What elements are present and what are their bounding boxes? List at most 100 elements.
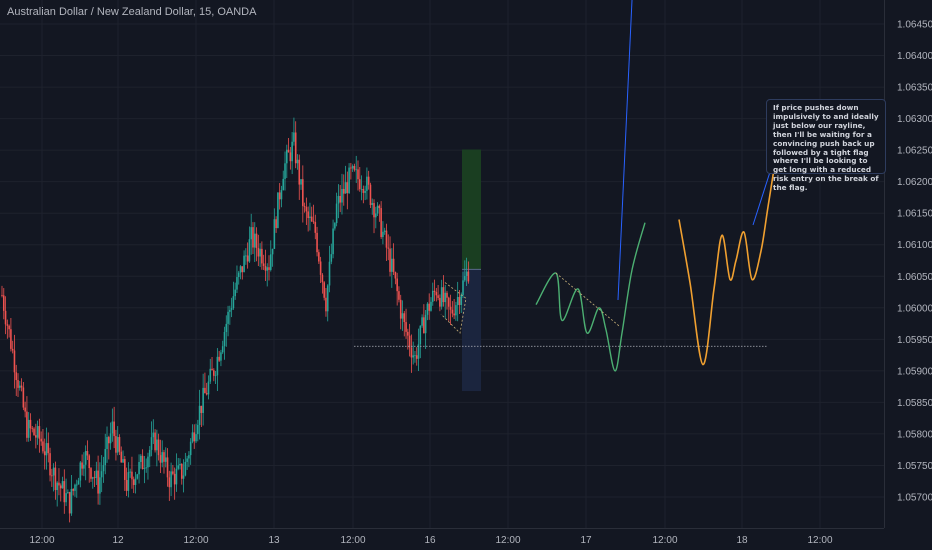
candle-body: [303, 206, 306, 207]
profit-zone: [462, 149, 481, 270]
candle-body: [129, 471, 131, 473]
candle-body: [24, 407, 26, 412]
candle-body: [335, 203, 338, 224]
candle-body: [1, 295, 3, 296]
candle-body: [116, 437, 119, 453]
candle-body: [147, 456, 149, 468]
candle-body: [56, 482, 58, 491]
candle-body: [113, 421, 115, 437]
candle-body: [421, 317, 423, 326]
time-tick-label: 12:00: [340, 535, 365, 546]
risk-zone: [462, 269, 481, 392]
candle-body: [91, 477, 94, 479]
candle-body: [26, 411, 28, 438]
candle-body: [350, 167, 352, 169]
candle-body: [433, 290, 436, 293]
candle-body: [68, 492, 71, 514]
candle-body: [47, 443, 50, 454]
candle-body: [221, 346, 224, 353]
candle-body: [261, 248, 263, 264]
candle-body: [70, 488, 73, 514]
candle-body: [391, 258, 393, 272]
candle-body: [250, 227, 252, 240]
annotation-pointer: [752, 171, 771, 226]
candle-body: [334, 223, 336, 229]
candle-body: [200, 405, 203, 413]
price-tick-label: 1.06350: [897, 83, 932, 94]
price-tick-label: 1.06000: [897, 303, 932, 314]
candle-body: [38, 426, 41, 439]
candle-body: [81, 462, 83, 469]
candle-body: [305, 206, 308, 212]
candle-body: [351, 166, 354, 169]
candle-body: [362, 188, 365, 193]
candle-body: [125, 479, 128, 491]
candle-body: [318, 252, 320, 262]
candle-body: [40, 438, 42, 442]
green-flag-line: [555, 272, 621, 328]
candle-body: [286, 149, 288, 164]
candle-body: [407, 331, 409, 336]
candle-body: [241, 266, 244, 273]
candle-body: [204, 387, 206, 394]
candle-body: [339, 195, 341, 203]
candle-body: [189, 441, 192, 456]
candle-body: [79, 462, 82, 481]
candle-body: [255, 233, 258, 249]
candle-body: [22, 387, 25, 408]
price-tick-label: 1.05900: [897, 366, 932, 377]
candle-body: [380, 208, 382, 238]
candle-body: [360, 188, 363, 190]
candle-body: [193, 432, 196, 442]
candle-body: [209, 368, 212, 382]
candle-body: [284, 163, 286, 179]
candle-body: [444, 292, 447, 303]
candle-body: [369, 184, 372, 205]
candle-body: [316, 232, 318, 253]
candle-body: [307, 211, 309, 219]
candle-body: [90, 468, 92, 479]
candle-body: [398, 291, 400, 300]
candle-body: [323, 282, 325, 298]
candle-body: [140, 455, 142, 462]
candle-body: [118, 437, 121, 452]
candle-body: [248, 239, 251, 262]
annotation-note[interactable]: If price pushes down impulsively to and …: [766, 99, 886, 192]
candle-body: [19, 385, 21, 388]
candle-body: [195, 434, 197, 442]
candle-body: [387, 247, 390, 249]
candle-body: [392, 258, 395, 272]
candle-body: [458, 296, 461, 306]
candle-body: [138, 461, 140, 475]
candle-body: [332, 228, 334, 255]
candle-body: [115, 436, 117, 453]
candle-body: [405, 322, 407, 332]
orange-projection-path: [678, 143, 779, 366]
candle-body: [8, 325, 10, 330]
price-tick-label: 1.06050: [897, 272, 932, 283]
candle-body: [205, 393, 208, 395]
candle-body: [245, 255, 247, 257]
candle-body: [382, 231, 384, 238]
candle-body: [52, 467, 55, 476]
candle-body: [65, 493, 67, 503]
candle-body: [136, 474, 139, 479]
candle-body: [59, 485, 62, 489]
candle-body: [389, 248, 391, 272]
candle-body: [168, 477, 171, 488]
price-axis: 1.06450 1.06400 1.06350 1.06300 1.06250 1.062…: [884, 0, 932, 528]
candle-body: [63, 481, 66, 503]
candle-body: [358, 179, 361, 190]
candle-body: [170, 471, 172, 488]
time-axis: 12:00 12 12:00 13 12:00 16 12:00 17 12:00 18 12:00: [0, 528, 884, 546]
candle-body: [184, 461, 187, 476]
candle-body: [423, 317, 425, 334]
candle-body: [239, 266, 242, 273]
candle-body: [213, 370, 215, 376]
candle-body: [124, 459, 126, 480]
candle-body: [277, 192, 279, 229]
candle-body: [453, 313, 455, 316]
time-tick-label: 12:00: [652, 535, 677, 546]
candle-body: [150, 437, 153, 450]
